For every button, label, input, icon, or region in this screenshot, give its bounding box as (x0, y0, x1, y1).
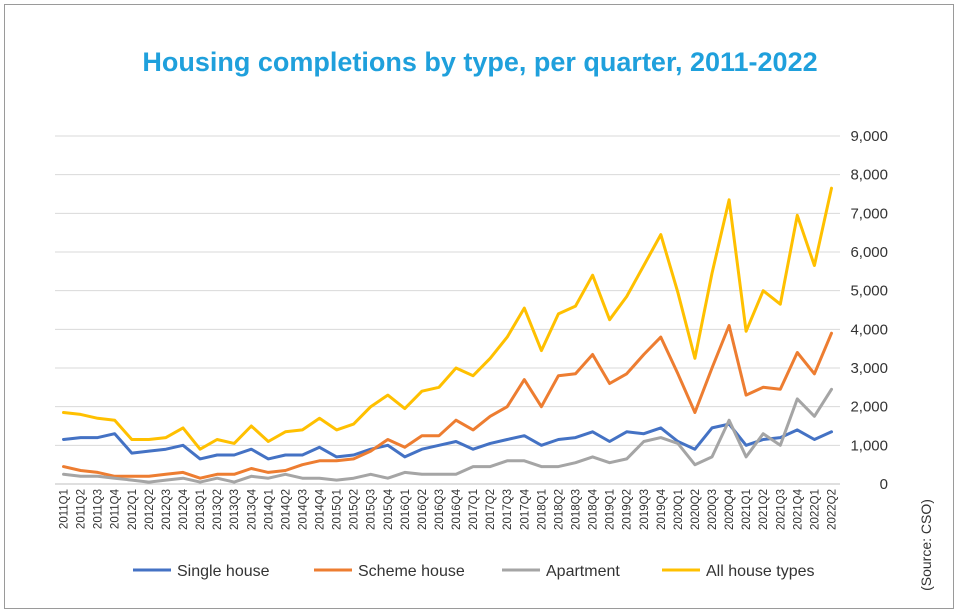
y-tick-label: 9,000 (850, 128, 888, 145)
x-tick-label: 2017Q1 (468, 489, 480, 530)
x-tick-label: 2021Q4 (792, 488, 804, 530)
x-tick-label: 2020Q1 (673, 489, 685, 530)
line-chart: Housing completions by type, per quarter… (55, 47, 934, 591)
x-tick-label: 2012Q4 (178, 488, 190, 530)
source-note: (Source: CSO) (918, 499, 934, 591)
x-tick-label: 2018Q3 (570, 489, 582, 530)
series-line-0 (62, 422, 833, 461)
x-tick-label: 2014Q2 (280, 489, 292, 530)
series-line-3 (62, 186, 833, 451)
x-tick-label: 2015Q2 (349, 489, 361, 530)
x-tick-label: 2013Q3 (229, 489, 241, 530)
x-tick-label: 2020Q2 (690, 489, 702, 530)
x-tick-label: 2013Q4 (246, 488, 258, 530)
series-line-2 (62, 387, 833, 484)
x-tick-label: 2012Q1 (127, 489, 139, 530)
legend-label: All house types (706, 563, 815, 580)
x-tick-label: 2011Q4 (110, 488, 122, 529)
x-tick-label: 2012Q3 (161, 489, 173, 530)
y-tick-label: 6,000 (850, 244, 888, 261)
legend-label: Apartment (546, 563, 620, 580)
y-tick-label: 5,000 (850, 283, 888, 300)
y-tick-label: 8,000 (850, 167, 888, 184)
x-tick-label: 2011Q1 (59, 489, 71, 529)
x-tick-label: 2018Q4 (588, 488, 600, 530)
x-tick-label: 2016Q1 (400, 489, 412, 530)
x-tick-label: 2012Q2 (144, 489, 156, 530)
chart-frame: Housing completions by type, per quarter… (4, 4, 954, 609)
x-tick-label: 2020Q3 (707, 489, 719, 530)
x-tick-label: 2018Q1 (536, 489, 548, 530)
x-tick-label: 2015Q1 (332, 489, 344, 530)
x-tick-label: 2014Q1 (263, 489, 275, 530)
y-axis-ticks: 0 1,000 2,000 3,000 4,000 5,000 6,000 7,000 8,00… (850, 128, 888, 493)
x-tick-label: 2013Q2 (212, 489, 224, 530)
x-tick-label: 2015Q3 (366, 489, 378, 530)
chart-title: Housing completions by type, per quarter… (142, 47, 817, 77)
x-tick-label: 2017Q3 (502, 489, 514, 530)
x-tick-label: 2013Q1 (195, 489, 207, 530)
x-tick-label: 2019Q4 (656, 488, 668, 530)
x-tick-label: 2019Q2 (622, 489, 634, 530)
x-tick-label: 2019Q3 (639, 489, 651, 530)
legend: Single house Scheme house Apartment All hou… (133, 563, 815, 580)
x-tick-label: 2020Q4 (724, 488, 736, 530)
x-tick-label: 2015Q4 (383, 488, 395, 530)
x-tick-label: 2019Q1 (605, 489, 617, 530)
y-tick-label: 7,000 (850, 205, 888, 222)
x-tick-label: 2021Q2 (758, 489, 770, 530)
y-tick-label: 2,000 (850, 399, 888, 416)
legend-label: Single house (177, 563, 270, 580)
x-tick-label: 2022Q1 (809, 489, 821, 530)
x-axis-ticks: 2011Q1 2011Q2 2011Q3 2011Q4 2012Q1 2012Q2 2012… (59, 488, 839, 530)
x-tick-label: 2017Q2 (485, 489, 497, 530)
y-tick-label: 0 (880, 476, 888, 493)
x-tick-label: 2016Q4 (451, 488, 463, 530)
x-tick-label: 2021Q3 (775, 489, 787, 530)
x-tick-label: 2022Q2 (826, 489, 838, 530)
series-line-1 (62, 324, 833, 480)
x-tick-label: 2014Q3 (297, 489, 309, 530)
legend-label: Scheme house (358, 563, 465, 580)
y-tick-label: 3,000 (850, 360, 888, 377)
series-lines (62, 186, 833, 484)
x-tick-label: 2018Q2 (553, 489, 565, 530)
x-tick-label: 2021Q1 (741, 489, 753, 530)
x-tick-label: 2014Q4 (315, 488, 327, 530)
x-tick-label: 2017Q4 (519, 488, 531, 530)
x-tick-label: 2011Q3 (93, 489, 105, 529)
y-tick-label: 4,000 (850, 321, 888, 338)
gridlines (55, 135, 840, 485)
x-tick-label: 2011Q2 (76, 489, 88, 529)
y-tick-label: 1,000 (850, 437, 888, 454)
x-tick-label: 2016Q2 (417, 489, 429, 530)
x-tick-label: 2016Q3 (434, 489, 446, 530)
